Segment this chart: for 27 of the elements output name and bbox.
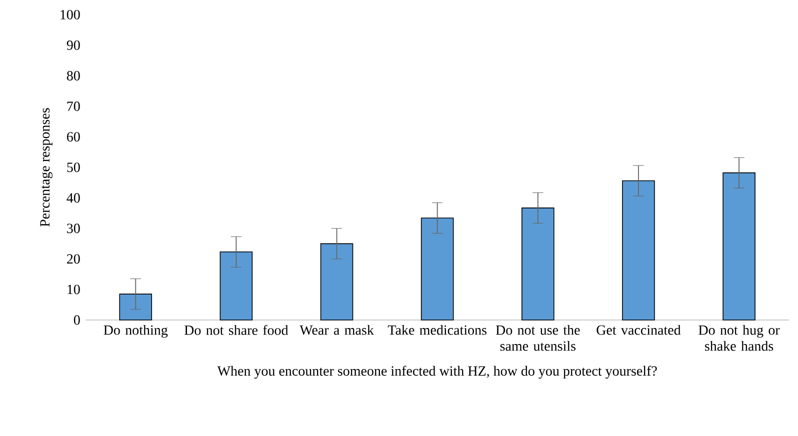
x-tick-label: Do not use the same utensils — [496, 324, 580, 351]
x-tick-label: Do not share food — [184, 324, 288, 335]
y-tick-label: 70 — [67, 102, 80, 111]
y-tick-label: 60 — [67, 132, 80, 142]
x-tick-label: Do not hug or shake hands — [698, 324, 780, 351]
y-axis-title: Percentage responses — [40, 108, 52, 227]
bar — [722, 172, 756, 320]
bar — [622, 180, 655, 320]
y-tick-label: 50 — [67, 162, 80, 172]
x-tick-label: Wear a mask — [300, 324, 374, 335]
y-tick-label: 20 — [67, 254, 80, 264]
bar — [420, 218, 454, 320]
x-tick-label: Do nothing — [104, 324, 168, 338]
x-tick-label: Get vaccinated — [596, 324, 681, 335]
y-tick-label: 0 — [74, 315, 80, 325]
y-tick-label: 10 — [68, 284, 80, 294]
y-tick-label: 30 — [67, 224, 80, 234]
y-tick-label: 100 — [60, 10, 80, 20]
x-axis-title: When you encounter someone infected with HZ, how do you protect yourself? — [217, 366, 657, 379]
y-tick-label: 80 — [66, 71, 80, 80]
x-tick-label: Take medications — [388, 324, 486, 335]
bar — [119, 294, 152, 320]
bar — [220, 252, 253, 320]
y-tick-label: 90 — [66, 40, 80, 50]
bar — [320, 243, 354, 320]
y-tick-label: 40 — [66, 193, 80, 203]
bar — [522, 208, 554, 320]
